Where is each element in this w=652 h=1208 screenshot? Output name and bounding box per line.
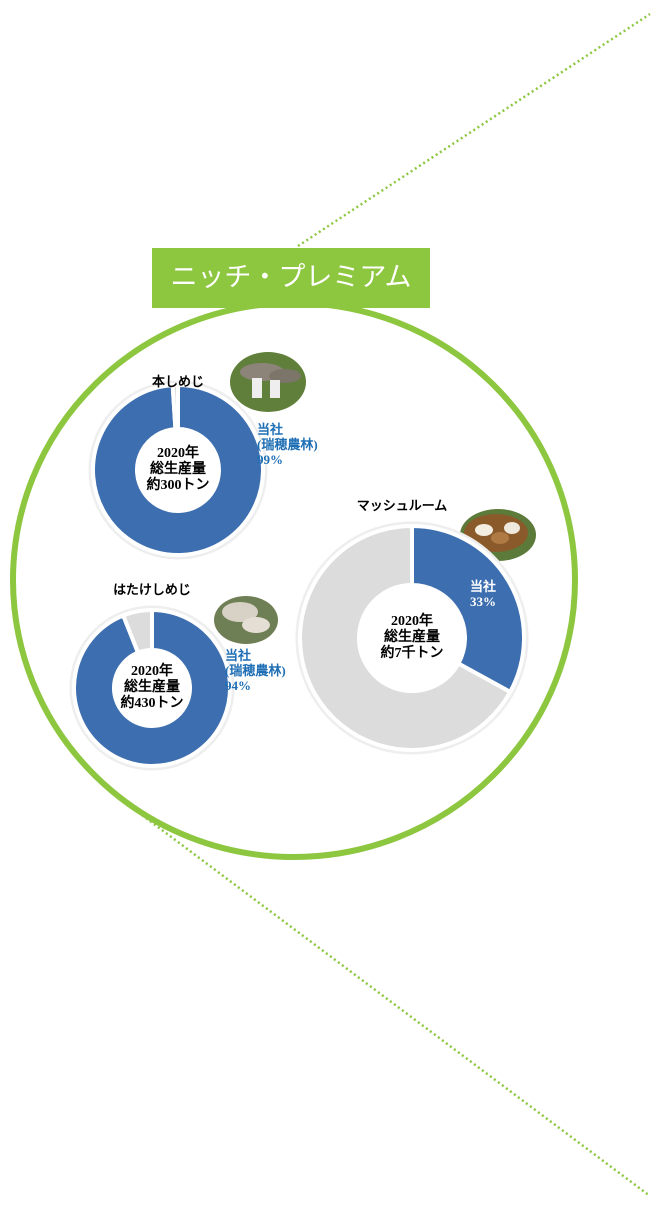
data-label-category: 当社 (瑞穂農林): [225, 648, 286, 678]
connector: [297, 12, 651, 248]
donut-slice: [170, 382, 180, 432]
donut-slice: [298, 523, 513, 752]
mushroom-photo: [460, 509, 536, 561]
donut-slice: [72, 607, 232, 768]
mushroom-photo: [230, 352, 306, 412]
chart-title: はたけしめじ: [113, 582, 191, 597]
chart-title: マッシュルーム: [356, 498, 448, 513]
data-label-category: 当社: [470, 579, 497, 594]
donut-rim: [295, 521, 529, 755]
mushroom-photo: [214, 596, 278, 644]
connector: [121, 799, 651, 1197]
data-label: 99%: [257, 451, 283, 467]
banner: ニッチ・プレミアム: [152, 248, 430, 308]
center-label: 2020年 総生産量 約7千トン: [380, 613, 444, 662]
donut-rim: [69, 605, 235, 771]
donut-slice: [91, 382, 265, 557]
center-label: 2020年 総生産量 約430トン: [120, 663, 184, 712]
center-label: 2020年 総生産量 約300トン: [146, 445, 210, 494]
data-label: 33%: [470, 593, 496, 609]
data-label-category: 当社 (瑞穂農林): [257, 422, 318, 452]
chart-title: 本しめじ: [151, 374, 205, 389]
data-label: 94%: [225, 677, 251, 693]
donut-slice: [120, 607, 154, 656]
donut-rim: [88, 380, 268, 560]
donut-slice: [410, 523, 526, 695]
